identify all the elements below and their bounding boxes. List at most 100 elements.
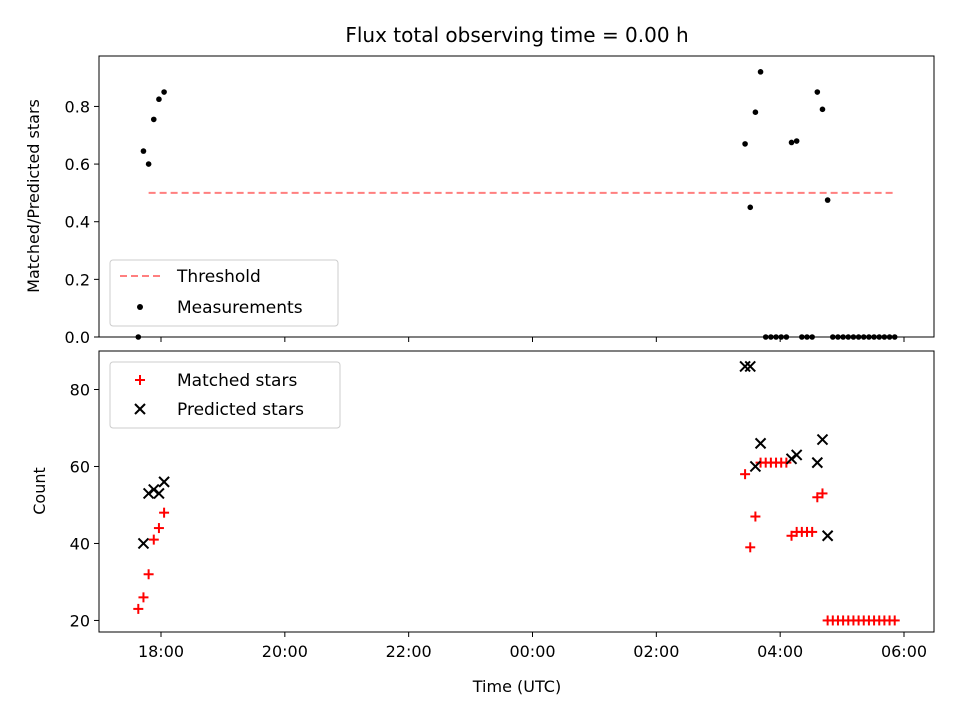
- matched-point: [138, 592, 149, 603]
- predicted-point: [137, 537, 150, 550]
- top-y-tick-label: 0.6: [65, 155, 90, 174]
- top-y-tick-label: 0.4: [65, 213, 90, 232]
- bottom-y-tick-label: 80: [70, 380, 90, 399]
- measurement-point: [773, 334, 779, 340]
- bottom-y-tick-label: 40: [70, 534, 90, 553]
- x-tick-label: 20:00: [262, 642, 308, 661]
- top-panel: 0.0 0.2 0.4 0.6 0.8: [65, 55, 935, 347]
- bottom-panel: 20 40 60 80 18:00 20:00 22:00 00:00 02:00 04:00 06…: [70, 350, 935, 661]
- matched-point: [807, 526, 818, 537]
- matched-point: [812, 492, 823, 503]
- measurement-point: [762, 334, 769, 340]
- x-axis-label: Time (UTC): [472, 677, 561, 696]
- measurement-point: [829, 334, 836, 340]
- measurement-point: [161, 89, 167, 95]
- legend-predicted-swatch: [134, 403, 146, 415]
- measurement-point: [150, 116, 157, 123]
- predicted-point-b: [816, 433, 829, 446]
- legend-predicted-label: Predicted stars: [177, 400, 304, 420]
- measurement-point: [793, 138, 800, 144]
- measurement-point: [752, 109, 759, 115]
- measurements-series: [135, 69, 898, 340]
- predicted-point-b: [821, 530, 834, 542]
- predicted-point: [739, 360, 751, 373]
- bottom-y-tick-label: 20: [70, 611, 90, 630]
- matched-point: [153, 523, 164, 534]
- predicted-point: [790, 449, 803, 461]
- predicted-point-b: [137, 537, 150, 550]
- matched-point: [143, 569, 154, 580]
- measurement-point: [840, 334, 846, 340]
- predicted-point-b: [754, 437, 767, 450]
- matched-stars-series: [133, 457, 900, 626]
- bottom-y-axis-label: Count: [30, 467, 49, 515]
- predicted-point-b: [790, 449, 803, 461]
- measurement-point: [783, 334, 790, 340]
- measurement-point: [788, 139, 795, 146]
- top-y-tick-label: 0.8: [65, 97, 90, 116]
- predicted-stars-series: [137, 360, 834, 550]
- predicted-point: [811, 456, 824, 469]
- measurement-point: [747, 204, 754, 211]
- measurement-point: [876, 334, 883, 340]
- measurement-point: [886, 334, 893, 340]
- matched-point: [817, 488, 828, 499]
- measurement-point: [140, 148, 147, 154]
- predicted-point: [744, 360, 756, 373]
- measurement-point: [845, 334, 852, 340]
- measurement-point: [814, 89, 821, 95]
- measurement-point: [871, 334, 877, 340]
- bottom-legend: Matched stars Predicted stars: [109, 361, 341, 429]
- measurement-point: [850, 334, 857, 340]
- matched-point: [750, 511, 761, 522]
- legend-measurements-swatch: [137, 304, 143, 310]
- legend-matched-label: Matched stars: [177, 371, 297, 391]
- top-legend: Threshold Measurements: [109, 259, 339, 327]
- legend-threshold-label: Threshold: [176, 267, 261, 287]
- measurement-point: [860, 334, 867, 340]
- predicted-point: [153, 487, 165, 500]
- top-y-tick-label: 0.0: [65, 328, 90, 347]
- matched-point: [740, 469, 751, 480]
- predicted-point: [158, 476, 170, 488]
- measurement-point: [135, 334, 142, 340]
- predicted-point: [816, 433, 829, 446]
- measurement-point: [855, 334, 862, 340]
- matched-point: [786, 530, 797, 541]
- matched-point: [159, 507, 170, 518]
- x-tick-label: 04:00: [757, 642, 803, 661]
- top-y-tick-label: 0.2: [65, 270, 90, 289]
- top-y-axis-label: Matched/Predicted stars: [24, 99, 43, 293]
- x-tick-label: 06:00: [881, 642, 927, 661]
- predicted-point: [754, 437, 767, 450]
- measurement-point: [778, 334, 784, 340]
- measurement-point: [819, 106, 826, 113]
- predicted-point-b: [744, 360, 756, 373]
- measurement-point: [866, 334, 872, 340]
- x-tick-label: 18:00: [138, 642, 184, 661]
- matched-point: [889, 615, 900, 626]
- measurement-point: [824, 197, 831, 203]
- bottom-y-tick-label: 60: [70, 457, 90, 476]
- predicted-point-b: [749, 460, 762, 473]
- predicted-point-b: [158, 476, 170, 488]
- matched-point: [745, 542, 756, 553]
- chart-title: Flux total observing time = 0.00 h: [345, 23, 688, 47]
- matched-point: [148, 534, 159, 545]
- top-axes-frame: [98, 55, 935, 338]
- predicted-point: [749, 460, 762, 473]
- x-tick-label: 00:00: [509, 642, 555, 661]
- measurement-point: [757, 69, 764, 75]
- measurement-point: [145, 161, 152, 167]
- legend-matched-swatch: [135, 375, 145, 385]
- measurement-point: [804, 334, 810, 340]
- measurement-point: [156, 96, 162, 103]
- measurement-point: [799, 334, 805, 340]
- measurement-point: [881, 334, 888, 340]
- predicted-point: [821, 530, 834, 542]
- x-tick-label: 02:00: [633, 642, 679, 661]
- measurement-point: [835, 334, 841, 340]
- bottom-axes-frame: [98, 350, 935, 633]
- x-tick-label: 22:00: [386, 642, 432, 661]
- matched-point: [133, 603, 144, 614]
